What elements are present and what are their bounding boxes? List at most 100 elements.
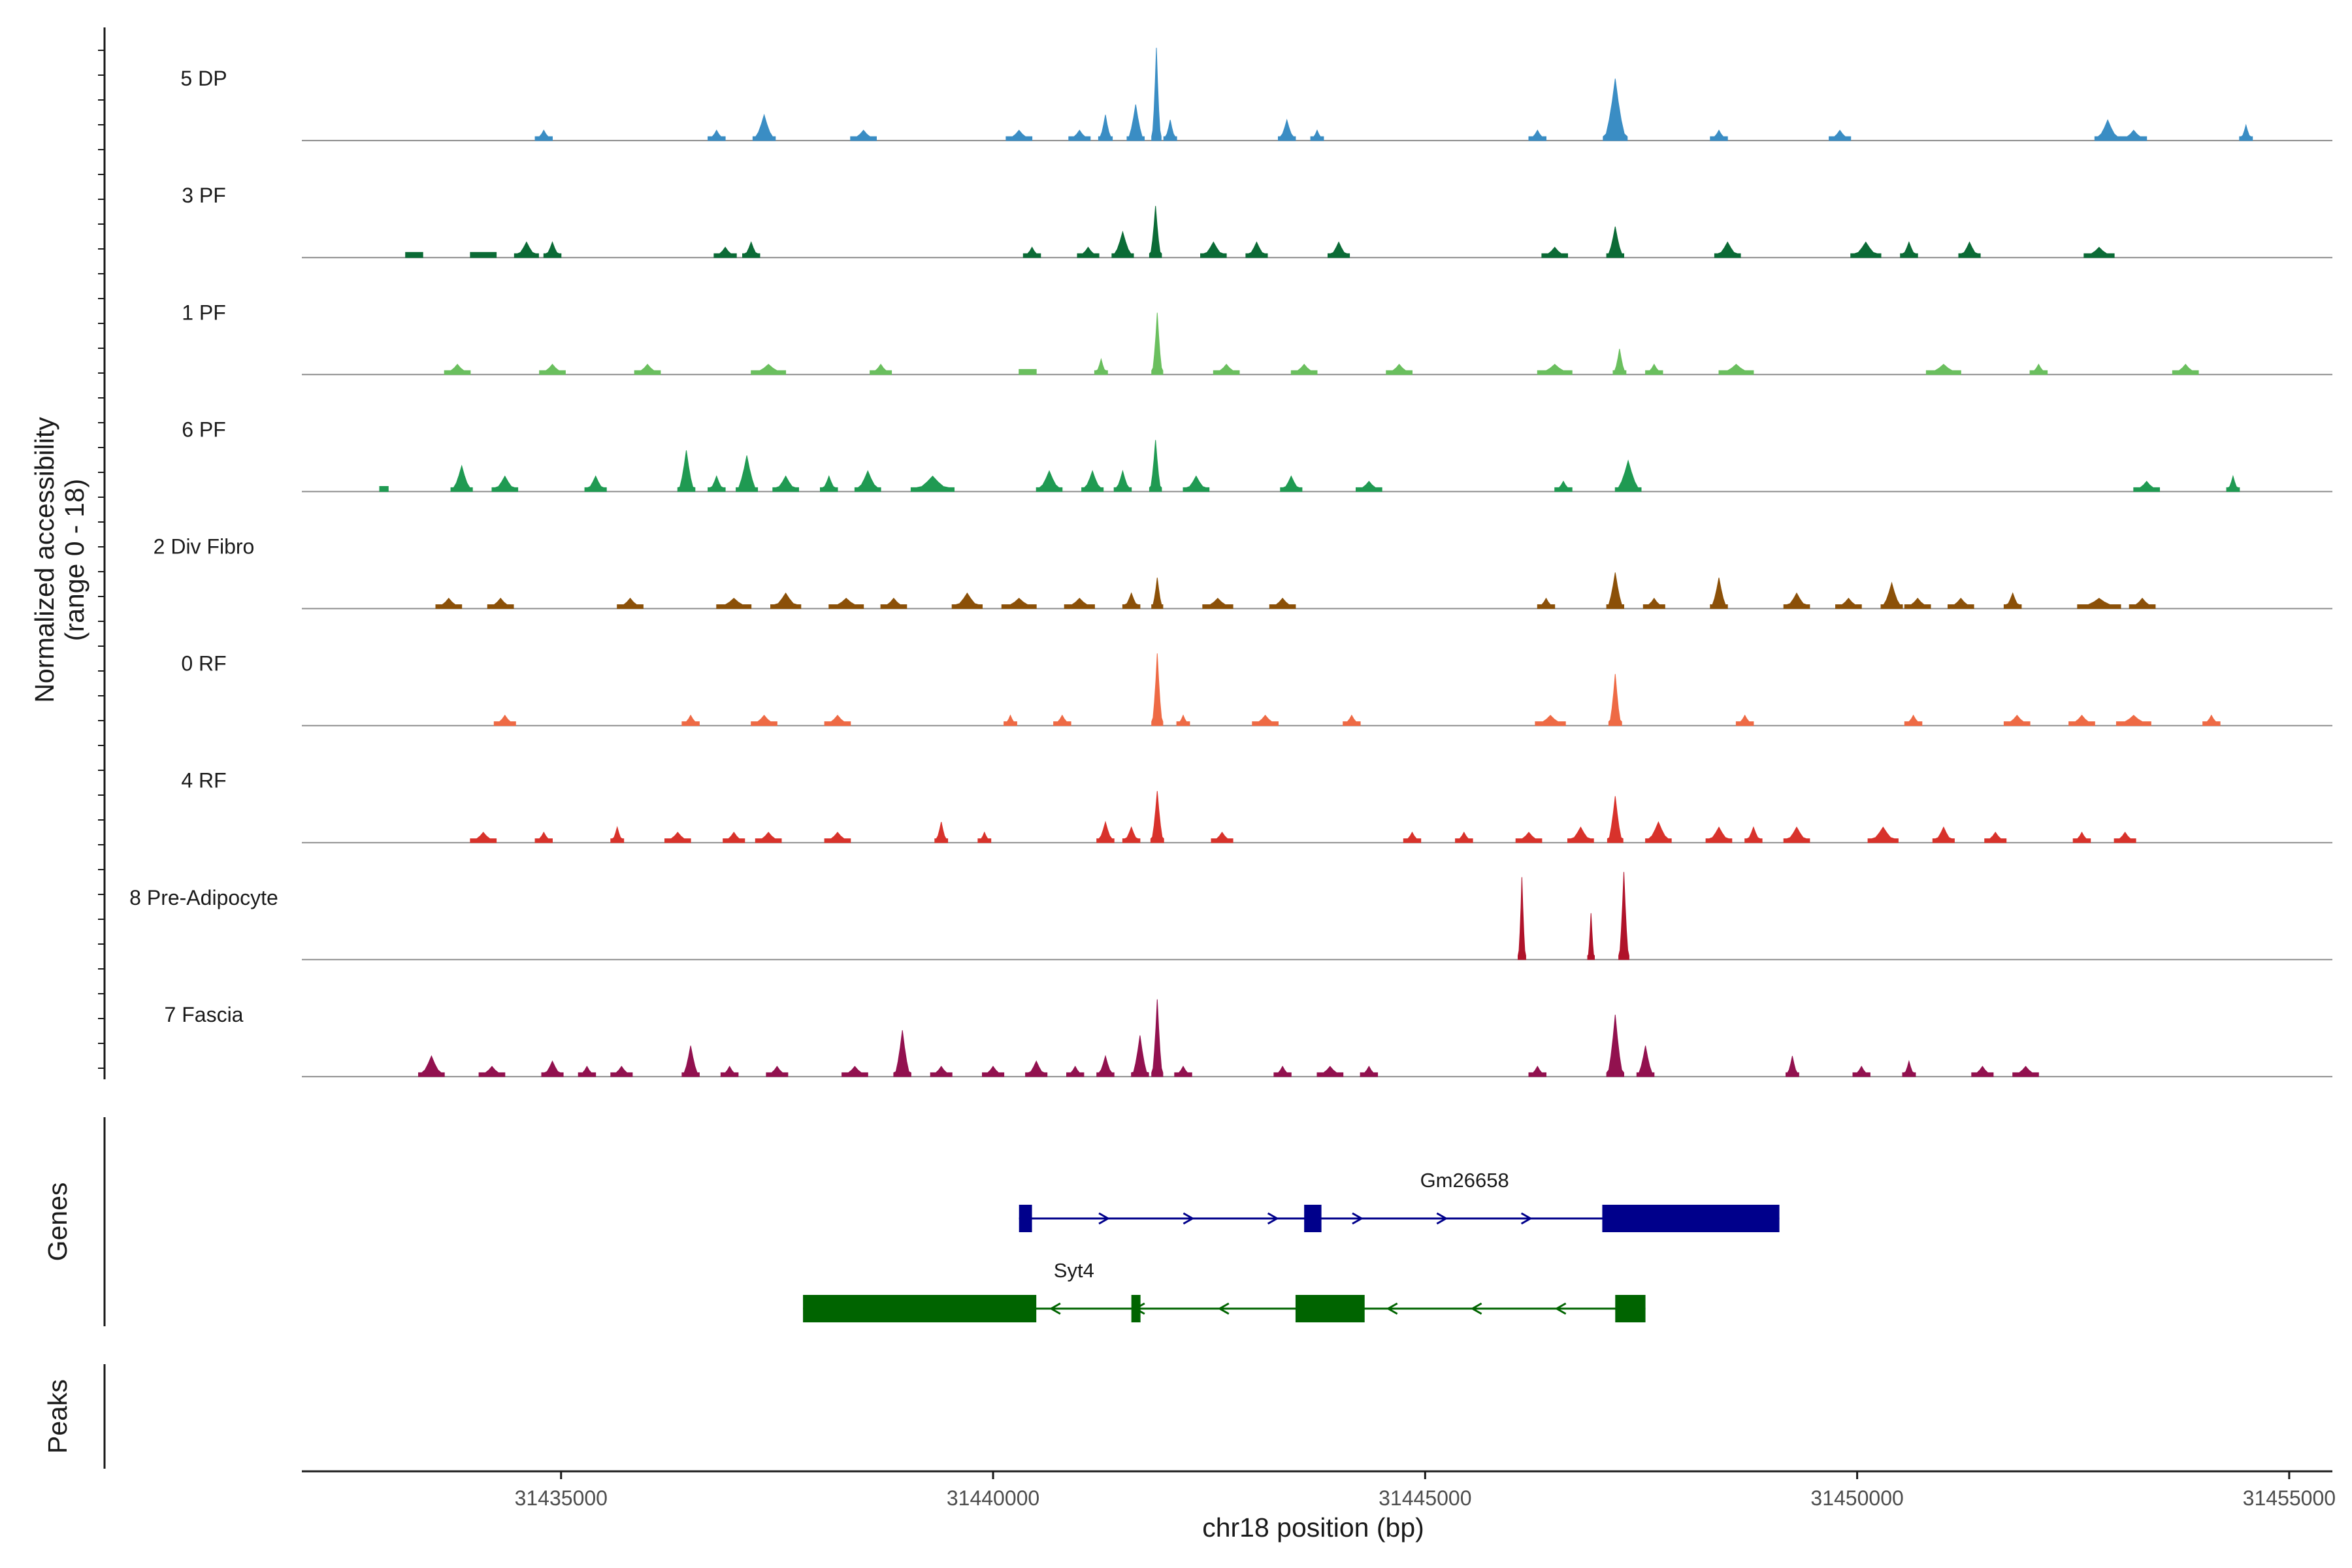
coverage-peak bbox=[1269, 597, 1296, 609]
coverage-peak bbox=[681, 1045, 700, 1077]
coverage-peak bbox=[491, 475, 519, 492]
track-label: 4 RF bbox=[181, 769, 226, 792]
track-label: 2 Div Fibro bbox=[154, 535, 255, 559]
coverage-peak bbox=[2226, 474, 2240, 492]
coverage-peak bbox=[1880, 581, 1903, 609]
coverage-peak bbox=[910, 475, 955, 492]
coverage-peak bbox=[534, 831, 553, 843]
coverage-peak bbox=[1131, 1035, 1149, 1077]
coverage-peak bbox=[1925, 363, 1961, 375]
track-6-pf: 6 PF bbox=[182, 417, 2332, 493]
coverage-peak bbox=[1163, 120, 1177, 141]
coverage-peak bbox=[1902, 1060, 1916, 1077]
track-label: 0 RF bbox=[181, 652, 226, 676]
coverage-peak bbox=[1850, 241, 1882, 258]
track-4-rf: 4 RF bbox=[181, 769, 2332, 843]
coverage-peak bbox=[1360, 1066, 1379, 1077]
coverage-peak bbox=[1786, 1056, 1799, 1077]
coverage-peak bbox=[1290, 363, 1318, 375]
coverage-peak bbox=[610, 826, 625, 843]
coverage-peak bbox=[681, 714, 700, 727]
coverage-peak bbox=[534, 129, 553, 141]
coverage-peak bbox=[1096, 821, 1115, 843]
gene-exon bbox=[1295, 1295, 1365, 1322]
coverage-peak bbox=[1554, 480, 1573, 492]
coverage-peak bbox=[2133, 480, 2160, 492]
gene-strand-arrow bbox=[1098, 1212, 1111, 1225]
gene-gm26658: Gm26658 bbox=[1019, 1169, 1780, 1232]
coverage-peak bbox=[841, 1066, 868, 1077]
coverage-peak bbox=[1096, 1054, 1115, 1077]
coverage-peak bbox=[1606, 226, 1624, 258]
coverage-peak bbox=[1343, 714, 1361, 727]
coverage-peak bbox=[1064, 597, 1095, 609]
coverage-peak bbox=[1718, 363, 1754, 375]
genes-track-label: Genes bbox=[42, 1183, 73, 1262]
coverage-tracks: 5 DP 3 PF 1 PF 6 PF 2 Div Fibro 0 RF 4 RF 8 Pre… bbox=[129, 48, 2332, 1077]
coverage-peak bbox=[1642, 597, 1665, 609]
coverage-peak bbox=[2114, 832, 2136, 843]
coverage-peak bbox=[824, 715, 851, 727]
coverage-peak bbox=[1151, 312, 1164, 375]
coverage-peak bbox=[716, 598, 752, 609]
coverage-peak bbox=[2094, 119, 2121, 141]
gene-exon bbox=[1304, 1205, 1322, 1232]
coverage-peak bbox=[1835, 597, 1862, 609]
coverage-peak bbox=[1245, 241, 1268, 258]
coverage-peak bbox=[1066, 1066, 1085, 1077]
coverage-peak bbox=[2012, 1066, 2039, 1077]
coverage-peak bbox=[824, 832, 851, 843]
coverage-peak bbox=[1316, 1066, 1344, 1077]
coverage-peak bbox=[828, 598, 864, 609]
coverage-peak bbox=[2172, 363, 2199, 375]
coverage-peak bbox=[1151, 999, 1164, 1077]
gene-strand-arrow bbox=[1436, 1212, 1448, 1225]
coverage-peak bbox=[379, 486, 389, 492]
coverage-peak bbox=[1278, 118, 1296, 141]
coverage-peak bbox=[1958, 241, 1981, 258]
coverage-peak bbox=[1252, 715, 1279, 727]
coverage-peak bbox=[752, 113, 776, 141]
coverage-peak bbox=[1515, 832, 1543, 843]
coverage-peak bbox=[2120, 129, 2148, 141]
coverage-peak bbox=[1535, 715, 1566, 727]
coverage-peak bbox=[1984, 832, 2007, 843]
coverage-peak bbox=[1614, 459, 1642, 492]
coverage-peak bbox=[2115, 715, 2151, 727]
coverage-peak bbox=[514, 241, 539, 258]
coverage-peak bbox=[418, 1055, 445, 1077]
y-axis-title-line-1: Normalized accessibility bbox=[29, 417, 59, 703]
coverage-peak bbox=[405, 252, 423, 258]
coverage-peak bbox=[1900, 241, 1918, 258]
coverage-peak bbox=[1151, 578, 1164, 609]
coverage-peak bbox=[820, 475, 838, 492]
coverage-peak bbox=[1126, 104, 1145, 141]
coverage-peak bbox=[708, 475, 726, 492]
coverage-peak bbox=[1606, 572, 1624, 609]
coverage-peak bbox=[1541, 246, 1568, 258]
coverage-peak bbox=[1587, 913, 1595, 960]
coverage-peak bbox=[444, 363, 471, 375]
coverage-peak bbox=[1971, 1066, 1994, 1077]
coverage-peak bbox=[1025, 1060, 1048, 1077]
coverage-peak bbox=[1603, 78, 1628, 141]
gene-strand-arrow bbox=[1217, 1302, 1230, 1315]
peaks-track-label: Peaks bbox=[42, 1379, 73, 1454]
coverage-peak bbox=[1149, 440, 1162, 492]
track-5-dp: 5 DP bbox=[180, 48, 2332, 142]
coverage-peak bbox=[1852, 1066, 1870, 1077]
coverage-peak bbox=[541, 1060, 564, 1077]
coverage-peak bbox=[1094, 357, 1108, 375]
coverage-peak bbox=[1528, 129, 1546, 141]
coverage-peak bbox=[1744, 826, 1763, 843]
coverage-peak bbox=[470, 832, 497, 843]
coverage-peak bbox=[1904, 597, 1931, 609]
x-axis: 31435000 31440000 31445000 31450000 31455000 bbox=[302, 1470, 2336, 1510]
coverage-peak bbox=[2083, 246, 2115, 258]
track-label: 8 Pre-Adipocyte bbox=[129, 886, 278, 909]
coverage-peak bbox=[664, 832, 691, 843]
coverage-peak bbox=[1328, 241, 1350, 258]
coverage-peak bbox=[934, 821, 949, 843]
x-axis-tick-label: 31435000 bbox=[515, 1486, 608, 1510]
coverage-peak bbox=[1174, 1066, 1192, 1077]
